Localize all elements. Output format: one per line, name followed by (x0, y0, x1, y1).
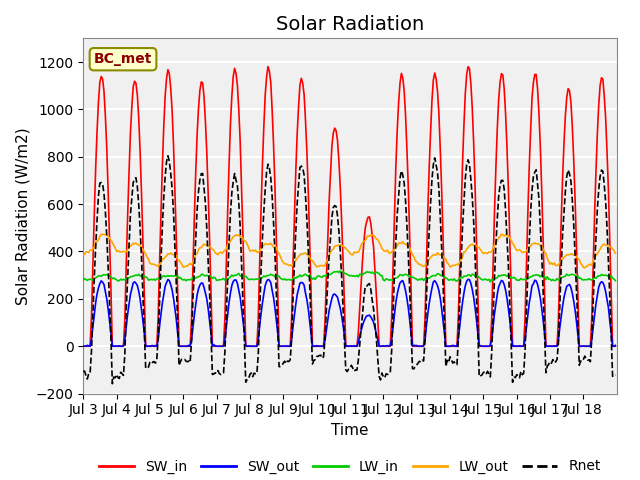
Title: Solar Radiation: Solar Radiation (276, 15, 424, 34)
X-axis label: Time: Time (332, 423, 369, 438)
Text: BC_met: BC_met (94, 52, 152, 66)
Legend: SW_in, SW_out, LW_in, LW_out, Rnet: SW_in, SW_out, LW_in, LW_out, Rnet (93, 454, 606, 479)
Y-axis label: Solar Radiation (W/m2): Solar Radiation (W/m2) (15, 127, 30, 305)
